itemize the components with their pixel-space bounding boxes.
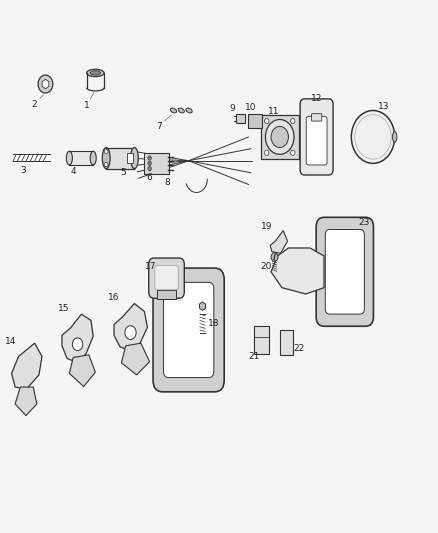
- Text: 11: 11: [268, 107, 280, 116]
- Ellipse shape: [170, 108, 177, 113]
- Ellipse shape: [178, 108, 184, 113]
- FancyBboxPatch shape: [280, 330, 293, 355]
- Circle shape: [265, 150, 269, 156]
- Text: 21: 21: [248, 352, 259, 361]
- Circle shape: [148, 166, 151, 171]
- Circle shape: [351, 110, 395, 164]
- Circle shape: [72, 338, 83, 351]
- Polygon shape: [270, 231, 287, 253]
- Circle shape: [271, 253, 278, 261]
- Circle shape: [271, 126, 288, 148]
- Circle shape: [148, 161, 151, 165]
- Text: 19: 19: [261, 222, 272, 231]
- Text: 22: 22: [293, 344, 305, 353]
- Polygon shape: [271, 248, 324, 294]
- FancyBboxPatch shape: [311, 114, 322, 121]
- Text: 7: 7: [156, 123, 162, 132]
- Circle shape: [290, 118, 295, 124]
- Polygon shape: [199, 302, 205, 310]
- Circle shape: [148, 156, 151, 160]
- Circle shape: [105, 150, 108, 154]
- Ellipse shape: [90, 71, 101, 75]
- Ellipse shape: [392, 132, 397, 142]
- Text: 15: 15: [58, 304, 70, 313]
- FancyBboxPatch shape: [163, 282, 214, 377]
- Text: 2: 2: [31, 100, 36, 109]
- Circle shape: [265, 119, 294, 155]
- Text: 5: 5: [121, 168, 127, 177]
- Circle shape: [105, 163, 108, 166]
- Text: 16: 16: [108, 293, 120, 302]
- Ellipse shape: [186, 108, 192, 113]
- FancyBboxPatch shape: [325, 230, 364, 314]
- FancyBboxPatch shape: [157, 290, 176, 300]
- Circle shape: [265, 118, 269, 124]
- Text: 3: 3: [20, 166, 26, 175]
- Text: 4: 4: [71, 167, 77, 176]
- Polygon shape: [114, 303, 148, 351]
- FancyBboxPatch shape: [254, 326, 269, 354]
- Ellipse shape: [131, 148, 138, 168]
- FancyBboxPatch shape: [155, 265, 178, 290]
- Text: 23: 23: [359, 218, 370, 227]
- Ellipse shape: [90, 151, 96, 165]
- Ellipse shape: [66, 151, 72, 165]
- Polygon shape: [42, 79, 49, 89]
- FancyBboxPatch shape: [127, 154, 133, 163]
- Circle shape: [125, 326, 136, 340]
- Text: 10: 10: [244, 103, 256, 112]
- Circle shape: [290, 150, 295, 156]
- FancyBboxPatch shape: [69, 151, 93, 165]
- Text: 17: 17: [145, 262, 156, 271]
- Text: 6: 6: [147, 173, 152, 182]
- FancyBboxPatch shape: [149, 258, 184, 298]
- Text: 20: 20: [260, 262, 272, 271]
- Polygon shape: [62, 314, 93, 363]
- Text: 13: 13: [378, 102, 390, 111]
- Text: 14: 14: [5, 337, 17, 346]
- Text: 9: 9: [229, 104, 235, 114]
- Polygon shape: [12, 343, 42, 389]
- Polygon shape: [69, 355, 95, 386]
- FancyBboxPatch shape: [300, 99, 333, 175]
- Ellipse shape: [102, 148, 110, 168]
- Text: 18: 18: [208, 319, 219, 328]
- FancyBboxPatch shape: [145, 153, 169, 174]
- FancyBboxPatch shape: [106, 148, 134, 168]
- Text: 1: 1: [84, 101, 89, 110]
- FancyBboxPatch shape: [13, 155, 50, 161]
- FancyBboxPatch shape: [261, 115, 299, 159]
- FancyBboxPatch shape: [236, 114, 245, 123]
- FancyBboxPatch shape: [306, 116, 327, 165]
- FancyBboxPatch shape: [247, 114, 262, 128]
- FancyBboxPatch shape: [153, 268, 224, 392]
- Polygon shape: [15, 387, 37, 416]
- Circle shape: [38, 75, 53, 93]
- Text: 8: 8: [164, 178, 170, 187]
- Text: 12: 12: [311, 94, 322, 103]
- Polygon shape: [121, 343, 150, 375]
- Ellipse shape: [87, 69, 104, 77]
- FancyBboxPatch shape: [316, 217, 374, 326]
